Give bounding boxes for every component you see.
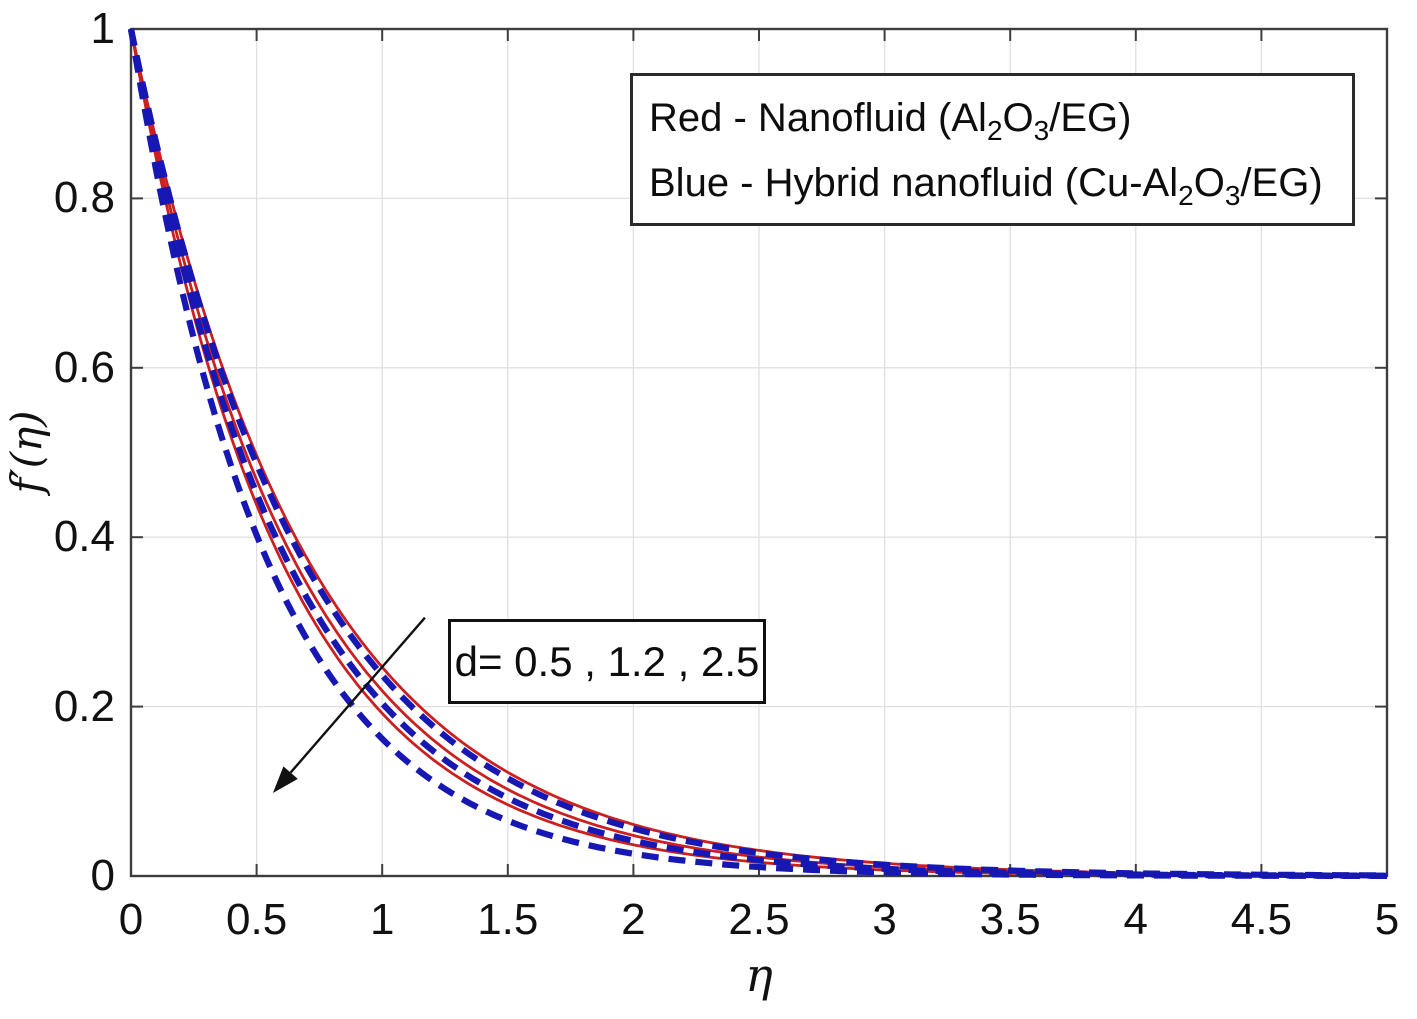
x-tick-label: 3 xyxy=(872,895,897,944)
legend-text: /EG) xyxy=(1240,161,1323,205)
x-tick-label: 1 xyxy=(369,895,395,944)
y-tick-label: 0.8 xyxy=(53,173,115,223)
x-tick-label: 4 xyxy=(1123,895,1149,944)
x-tick-label: 0.5 xyxy=(226,895,288,944)
annotation-text: d= 0.5 , 1.2 , 2.5 xyxy=(454,637,760,685)
x-tick-label: 4.5 xyxy=(1230,895,1292,944)
annotation-box: d= 0.5 , 1.2 , 2.5 xyxy=(448,619,766,704)
y-tick-label: 1 xyxy=(90,4,115,53)
legend-line: Red - Nanofluid (Al2O3/EG) xyxy=(649,86,1352,151)
legend-subscript: 2 xyxy=(986,115,1003,146)
legend-text: Blue - Hybrid nanofluid (Cu-Al xyxy=(649,161,1179,205)
y-tick-label: 0.4 xyxy=(53,512,115,562)
curve-hybrid-d-2.5 xyxy=(127,28,1387,879)
legend-text: O xyxy=(1002,96,1034,140)
annotation-arrowhead-icon xyxy=(272,766,298,793)
curve-hybrid-d-0.5 xyxy=(127,28,1388,879)
legend-subscript: 3 xyxy=(1224,180,1241,211)
legend-box: Red - Nanofluid (Al2O3/EG) Blue - Hybrid … xyxy=(630,73,1355,226)
legend-text: /EG) xyxy=(1049,96,1132,140)
y-tick-label: 0.2 xyxy=(53,681,115,731)
x-tick-label: 2 xyxy=(621,895,646,944)
y-tick-label: 0 xyxy=(90,851,115,900)
y-axis-label: f′(η) xyxy=(2,410,51,494)
x-tick-label: 0 xyxy=(118,895,144,944)
y-tick-label: 0.6 xyxy=(53,342,115,392)
x-tick-label: 5 xyxy=(1374,895,1400,944)
legend-subscript: 3 xyxy=(1033,115,1050,146)
legend-subscript: 2 xyxy=(1178,180,1194,211)
legend-text: O xyxy=(1193,161,1225,205)
x-tick-label: 1.5 xyxy=(477,895,539,944)
x-axis-label: η xyxy=(745,948,773,1002)
legend-line: Blue - Hybrid nanofluid (Cu-Al2O3/EG) xyxy=(649,151,1352,216)
annotation-arrow-line xyxy=(289,616,426,774)
legend-text: Red - Nanofluid (Al xyxy=(649,96,987,140)
x-tick-label: 3.5 xyxy=(979,895,1041,944)
x-tick-label: 2.5 xyxy=(728,895,790,944)
curve-hybrid-d-1.2 xyxy=(127,28,1387,879)
